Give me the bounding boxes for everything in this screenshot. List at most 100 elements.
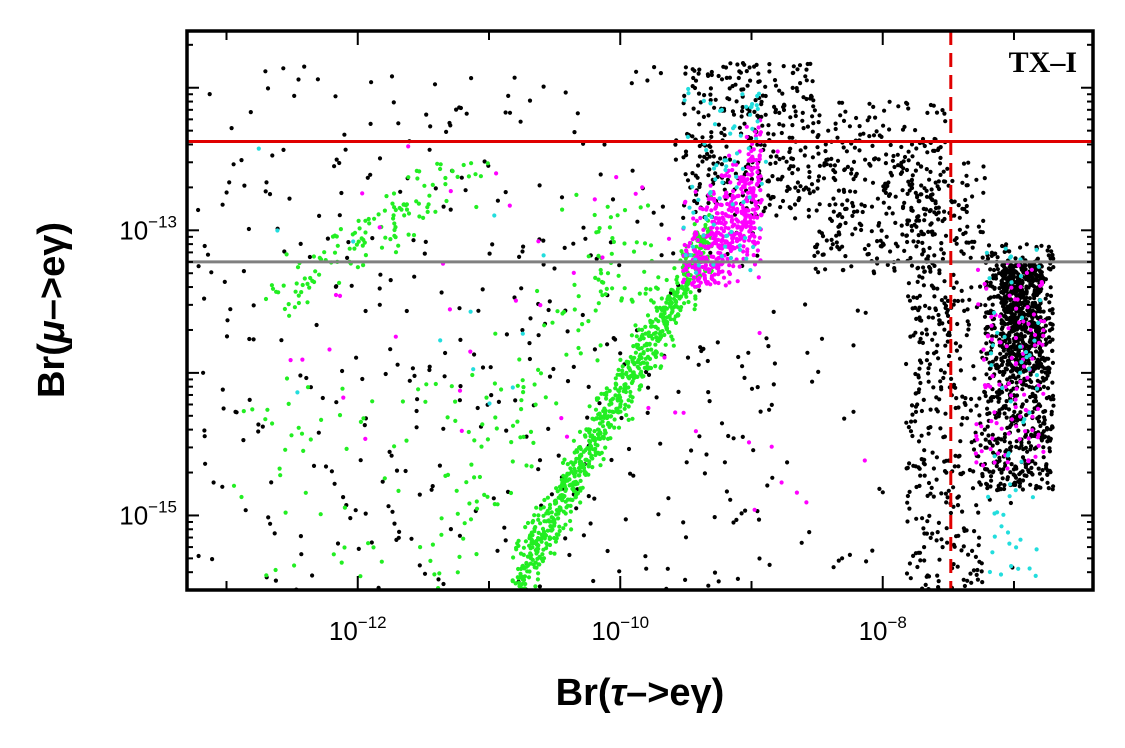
y-tick-label: 10−15 bbox=[119, 497, 177, 530]
data-point bbox=[755, 170, 760, 175]
data-point bbox=[930, 337, 935, 342]
data-point bbox=[859, 227, 864, 233]
data-point bbox=[920, 340, 926, 345]
data-point bbox=[1018, 274, 1024, 279]
data-point bbox=[928, 269, 933, 274]
data-point bbox=[750, 207, 756, 212]
data-point bbox=[725, 256, 730, 261]
data-point bbox=[946, 488, 951, 493]
data-point bbox=[1041, 455, 1046, 460]
data-point bbox=[909, 205, 914, 210]
data-point bbox=[963, 396, 968, 401]
data-point bbox=[683, 291, 688, 296]
data-point bbox=[1018, 410, 1023, 415]
data-point bbox=[1021, 319, 1026, 324]
data-point bbox=[728, 497, 733, 502]
data-point bbox=[562, 483, 567, 488]
data-point bbox=[1026, 440, 1031, 445]
data-point bbox=[379, 559, 384, 564]
data-point bbox=[568, 466, 573, 471]
data-point bbox=[390, 201, 395, 206]
data-point bbox=[648, 287, 653, 292]
data-point bbox=[605, 548, 610, 554]
data-point bbox=[797, 196, 802, 201]
data-point bbox=[933, 201, 938, 206]
data-point bbox=[992, 534, 997, 539]
data-point bbox=[392, 233, 397, 238]
data-point bbox=[729, 229, 734, 234]
data-point bbox=[583, 236, 588, 241]
data-point bbox=[601, 424, 606, 429]
data-point bbox=[626, 385, 631, 390]
data-point bbox=[443, 182, 448, 187]
data-point bbox=[651, 210, 656, 215]
data-point bbox=[742, 172, 747, 177]
data-point bbox=[988, 440, 993, 446]
data-point bbox=[1036, 264, 1041, 269]
data-point bbox=[806, 207, 811, 213]
data-point bbox=[691, 106, 696, 111]
data-point bbox=[1022, 417, 1027, 422]
data-point bbox=[1038, 283, 1043, 288]
data-point bbox=[556, 516, 561, 521]
data-point bbox=[629, 297, 634, 302]
data-point bbox=[745, 247, 750, 252]
data-point bbox=[955, 298, 961, 304]
data-point bbox=[924, 332, 930, 337]
data-point bbox=[538, 521, 543, 526]
data-point bbox=[870, 180, 876, 185]
data-point bbox=[694, 230, 699, 236]
data-point bbox=[778, 205, 783, 210]
data-point bbox=[424, 382, 429, 387]
reference-lines bbox=[187, 31, 1093, 590]
data-point bbox=[536, 517, 541, 522]
data-point bbox=[601, 457, 606, 462]
data-point bbox=[1008, 399, 1013, 404]
data-point bbox=[901, 159, 906, 164]
data-point bbox=[748, 166, 753, 171]
data-point bbox=[911, 463, 916, 468]
data-point bbox=[256, 429, 261, 434]
data-point bbox=[838, 222, 843, 227]
data-point bbox=[935, 409, 940, 414]
data-point bbox=[712, 122, 718, 127]
data-point bbox=[928, 491, 933, 496]
data-point bbox=[583, 470, 589, 476]
data-point bbox=[308, 275, 313, 281]
data-point bbox=[913, 168, 919, 173]
data-point bbox=[582, 433, 588, 438]
data-point bbox=[954, 236, 959, 241]
data-point bbox=[815, 186, 820, 191]
data-point bbox=[994, 421, 999, 426]
data-point bbox=[899, 164, 904, 169]
data-point bbox=[301, 448, 306, 453]
data-point bbox=[239, 158, 244, 163]
data-point bbox=[1030, 414, 1035, 419]
data-point bbox=[722, 194, 727, 199]
data-point bbox=[593, 442, 598, 447]
data-point bbox=[564, 352, 569, 357]
data-point bbox=[723, 173, 728, 178]
data-point bbox=[295, 390, 300, 395]
data-point bbox=[806, 214, 812, 219]
data-point bbox=[352, 246, 357, 251]
data-point bbox=[1005, 466, 1010, 471]
data-point bbox=[683, 199, 688, 204]
data-point bbox=[534, 551, 539, 556]
data-point bbox=[1024, 286, 1029, 291]
data-point bbox=[771, 382, 776, 387]
data-point bbox=[951, 382, 957, 387]
data-point bbox=[400, 399, 405, 404]
data-point bbox=[1041, 449, 1046, 454]
data-point bbox=[729, 214, 734, 219]
data-point bbox=[602, 428, 608, 433]
data-point bbox=[1032, 296, 1037, 301]
data-point bbox=[305, 281, 310, 286]
data-point bbox=[1049, 412, 1054, 417]
data-point bbox=[1031, 292, 1036, 298]
data-point bbox=[589, 455, 594, 460]
data-point bbox=[670, 288, 675, 293]
data-point bbox=[196, 553, 201, 559]
data-point bbox=[439, 516, 444, 521]
data-point bbox=[816, 120, 821, 125]
